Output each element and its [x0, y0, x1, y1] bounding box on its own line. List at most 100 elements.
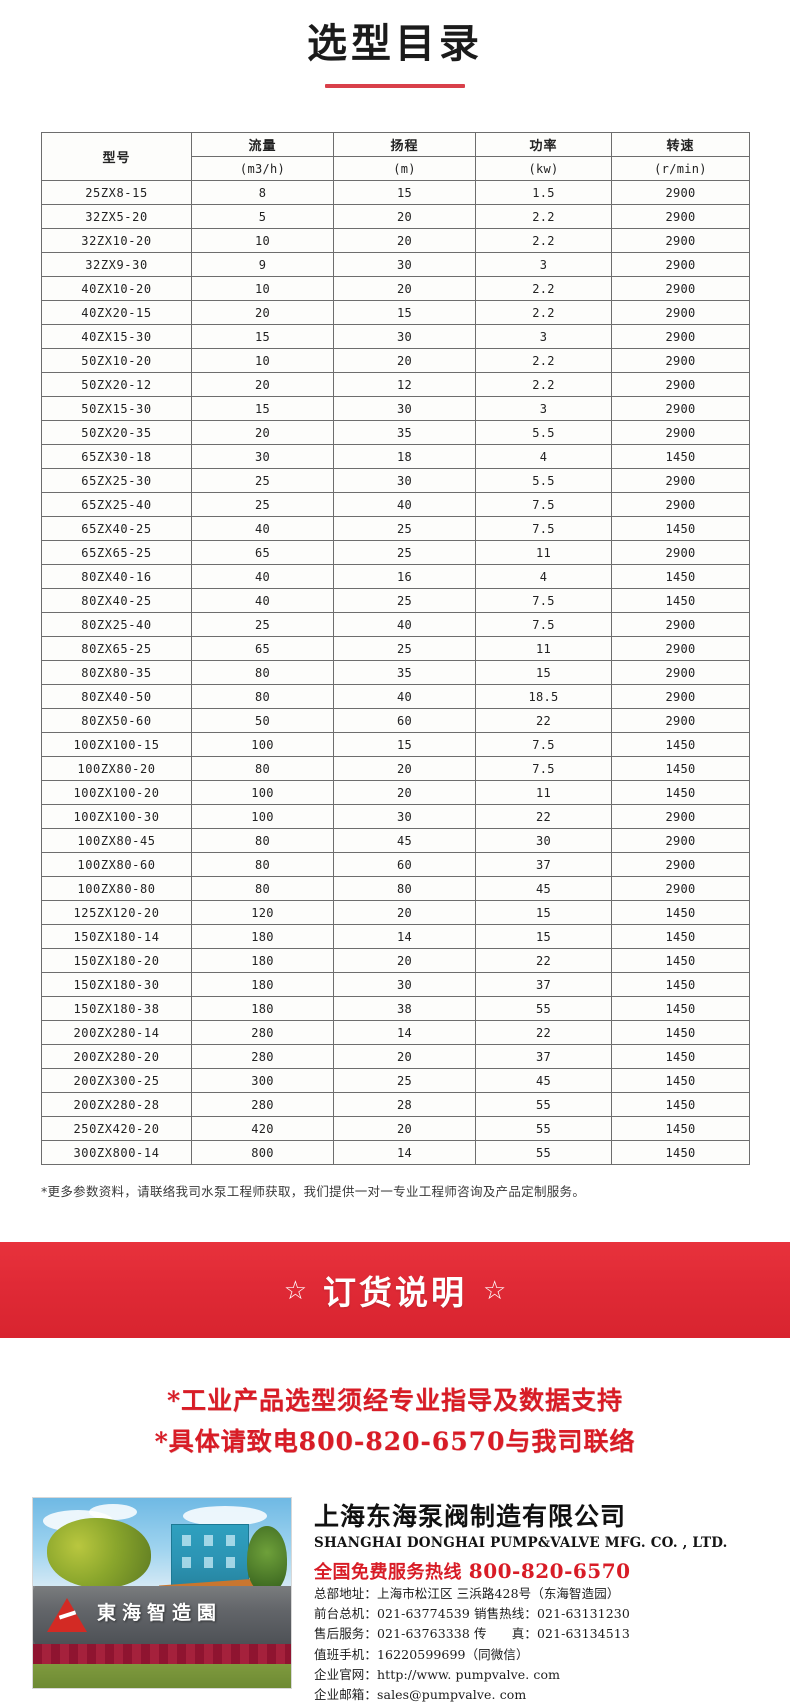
cell-model: 150ZX180-30	[42, 973, 192, 997]
cell-model: 25ZX8-15	[42, 181, 192, 205]
company-switchboard: 前台总机：021-63774539 销售热线：021-63131230	[314, 1604, 776, 1624]
cell-flow: 25	[192, 469, 334, 493]
cell-model: 65ZX40-25	[42, 517, 192, 541]
table-header-row-name: 型号 流量 扬程 功率 转速	[42, 133, 750, 157]
cell-flow: 80	[192, 661, 334, 685]
cell-speed: 2900	[612, 253, 750, 277]
cell-head: 45	[334, 829, 476, 853]
cell-flow: 10	[192, 349, 334, 373]
cell-head: 30	[334, 253, 476, 277]
cell-head: 20	[334, 277, 476, 301]
spec-table-wrapper: 型号 流量 扬程 功率 转速 (m3/h) (m) (kw) (r/min) 2…	[41, 132, 749, 1165]
cell-head: 12	[334, 373, 476, 397]
cell-power: 4	[476, 565, 612, 589]
photo-office-building	[171, 1524, 249, 1588]
cell-speed: 2900	[612, 637, 750, 661]
cell-power: 15	[476, 661, 612, 685]
title-underline-rule	[325, 84, 465, 88]
cell-speed: 2900	[612, 661, 750, 685]
cell-power: 7.5	[476, 757, 612, 781]
cell-speed: 1450	[612, 949, 750, 973]
cell-power: 30	[476, 829, 612, 853]
cell-speed: 1450	[612, 733, 750, 757]
cell-model: 80ZX50-60	[42, 709, 192, 733]
cell-model: 80ZX25-40	[42, 613, 192, 637]
photo-cloud	[183, 1506, 267, 1526]
cell-power: 2.2	[476, 277, 612, 301]
photo-window	[182, 1557, 191, 1568]
cell-power: 2.2	[476, 349, 612, 373]
cell-speed: 2900	[612, 469, 750, 493]
cell-power: 22	[476, 805, 612, 829]
cell-head: 25	[334, 1069, 476, 1093]
cell-speed: 2900	[612, 709, 750, 733]
cell-flow: 180	[192, 925, 334, 949]
cell-speed: 2900	[612, 541, 750, 565]
cell-model: 200ZX280-28	[42, 1093, 192, 1117]
cell-head: 30	[334, 973, 476, 997]
star-icon-left: ☆	[284, 1277, 307, 1303]
cell-speed: 2900	[612, 613, 750, 637]
cell-model: 40ZX15-30	[42, 325, 192, 349]
cell-flow: 40	[192, 517, 334, 541]
cell-model: 50ZX15-30	[42, 397, 192, 421]
cell-model: 200ZX280-14	[42, 1021, 192, 1045]
column-unit-speed: (r/min)	[612, 157, 750, 181]
cell-speed: 1450	[612, 1141, 750, 1165]
cell-model: 40ZX10-20	[42, 277, 192, 301]
cell-head: 20	[334, 349, 476, 373]
cell-power: 55	[476, 1117, 612, 1141]
cell-model: 150ZX180-14	[42, 925, 192, 949]
cell-power: 55	[476, 1093, 612, 1117]
cell-speed: 2900	[612, 229, 750, 253]
cell-power: 11	[476, 781, 612, 805]
company-address: 总部地址：上海市松江区 三浜路428号（东海智造园）	[314, 1584, 776, 1604]
cell-model: 80ZX40-25	[42, 589, 192, 613]
cell-model: 65ZX25-40	[42, 493, 192, 517]
cell-model: 200ZX300-25	[42, 1069, 192, 1093]
hotline-label: 全国免费服务热线	[314, 1562, 462, 1583]
photo-window	[226, 1535, 235, 1546]
order-notes: *工业产品选型须经专业指导及数据支持 *具体请致电800-820-6570与我司…	[0, 1380, 790, 1463]
cell-model: 50ZX10-20	[42, 349, 192, 373]
cell-model: 65ZX30-18	[42, 445, 192, 469]
cell-head: 25	[334, 517, 476, 541]
hotline-number: 800-820-6570	[469, 1559, 631, 1583]
cell-flow: 100	[192, 781, 334, 805]
cell-flow: 30	[192, 445, 334, 469]
banner-inner: ☆ 订货说明 ☆	[284, 1266, 507, 1314]
cell-power: 18.5	[476, 685, 612, 709]
cell-model: 40ZX20-15	[42, 301, 192, 325]
cell-flow: 65	[192, 541, 334, 565]
cell-head: 40	[334, 613, 476, 637]
cell-head: 25	[334, 637, 476, 661]
cell-power: 22	[476, 1021, 612, 1045]
photo-sign-text: 東海智造園	[97, 1598, 222, 1625]
cell-head: 25	[334, 589, 476, 613]
cell-head: 20	[334, 1117, 476, 1141]
cell-flow: 80	[192, 877, 334, 901]
cell-model: 32ZX10-20	[42, 229, 192, 253]
column-header-model: 型号	[42, 133, 192, 181]
cell-power: 4	[476, 445, 612, 469]
cell-power: 45	[476, 1069, 612, 1093]
cell-flow: 180	[192, 973, 334, 997]
cell-head: 30	[334, 805, 476, 829]
column-unit-power: (kw)	[476, 157, 612, 181]
cell-model: 150ZX180-20	[42, 949, 192, 973]
cell-power: 22	[476, 709, 612, 733]
cell-power: 5.5	[476, 469, 612, 493]
cell-flow: 15	[192, 397, 334, 421]
